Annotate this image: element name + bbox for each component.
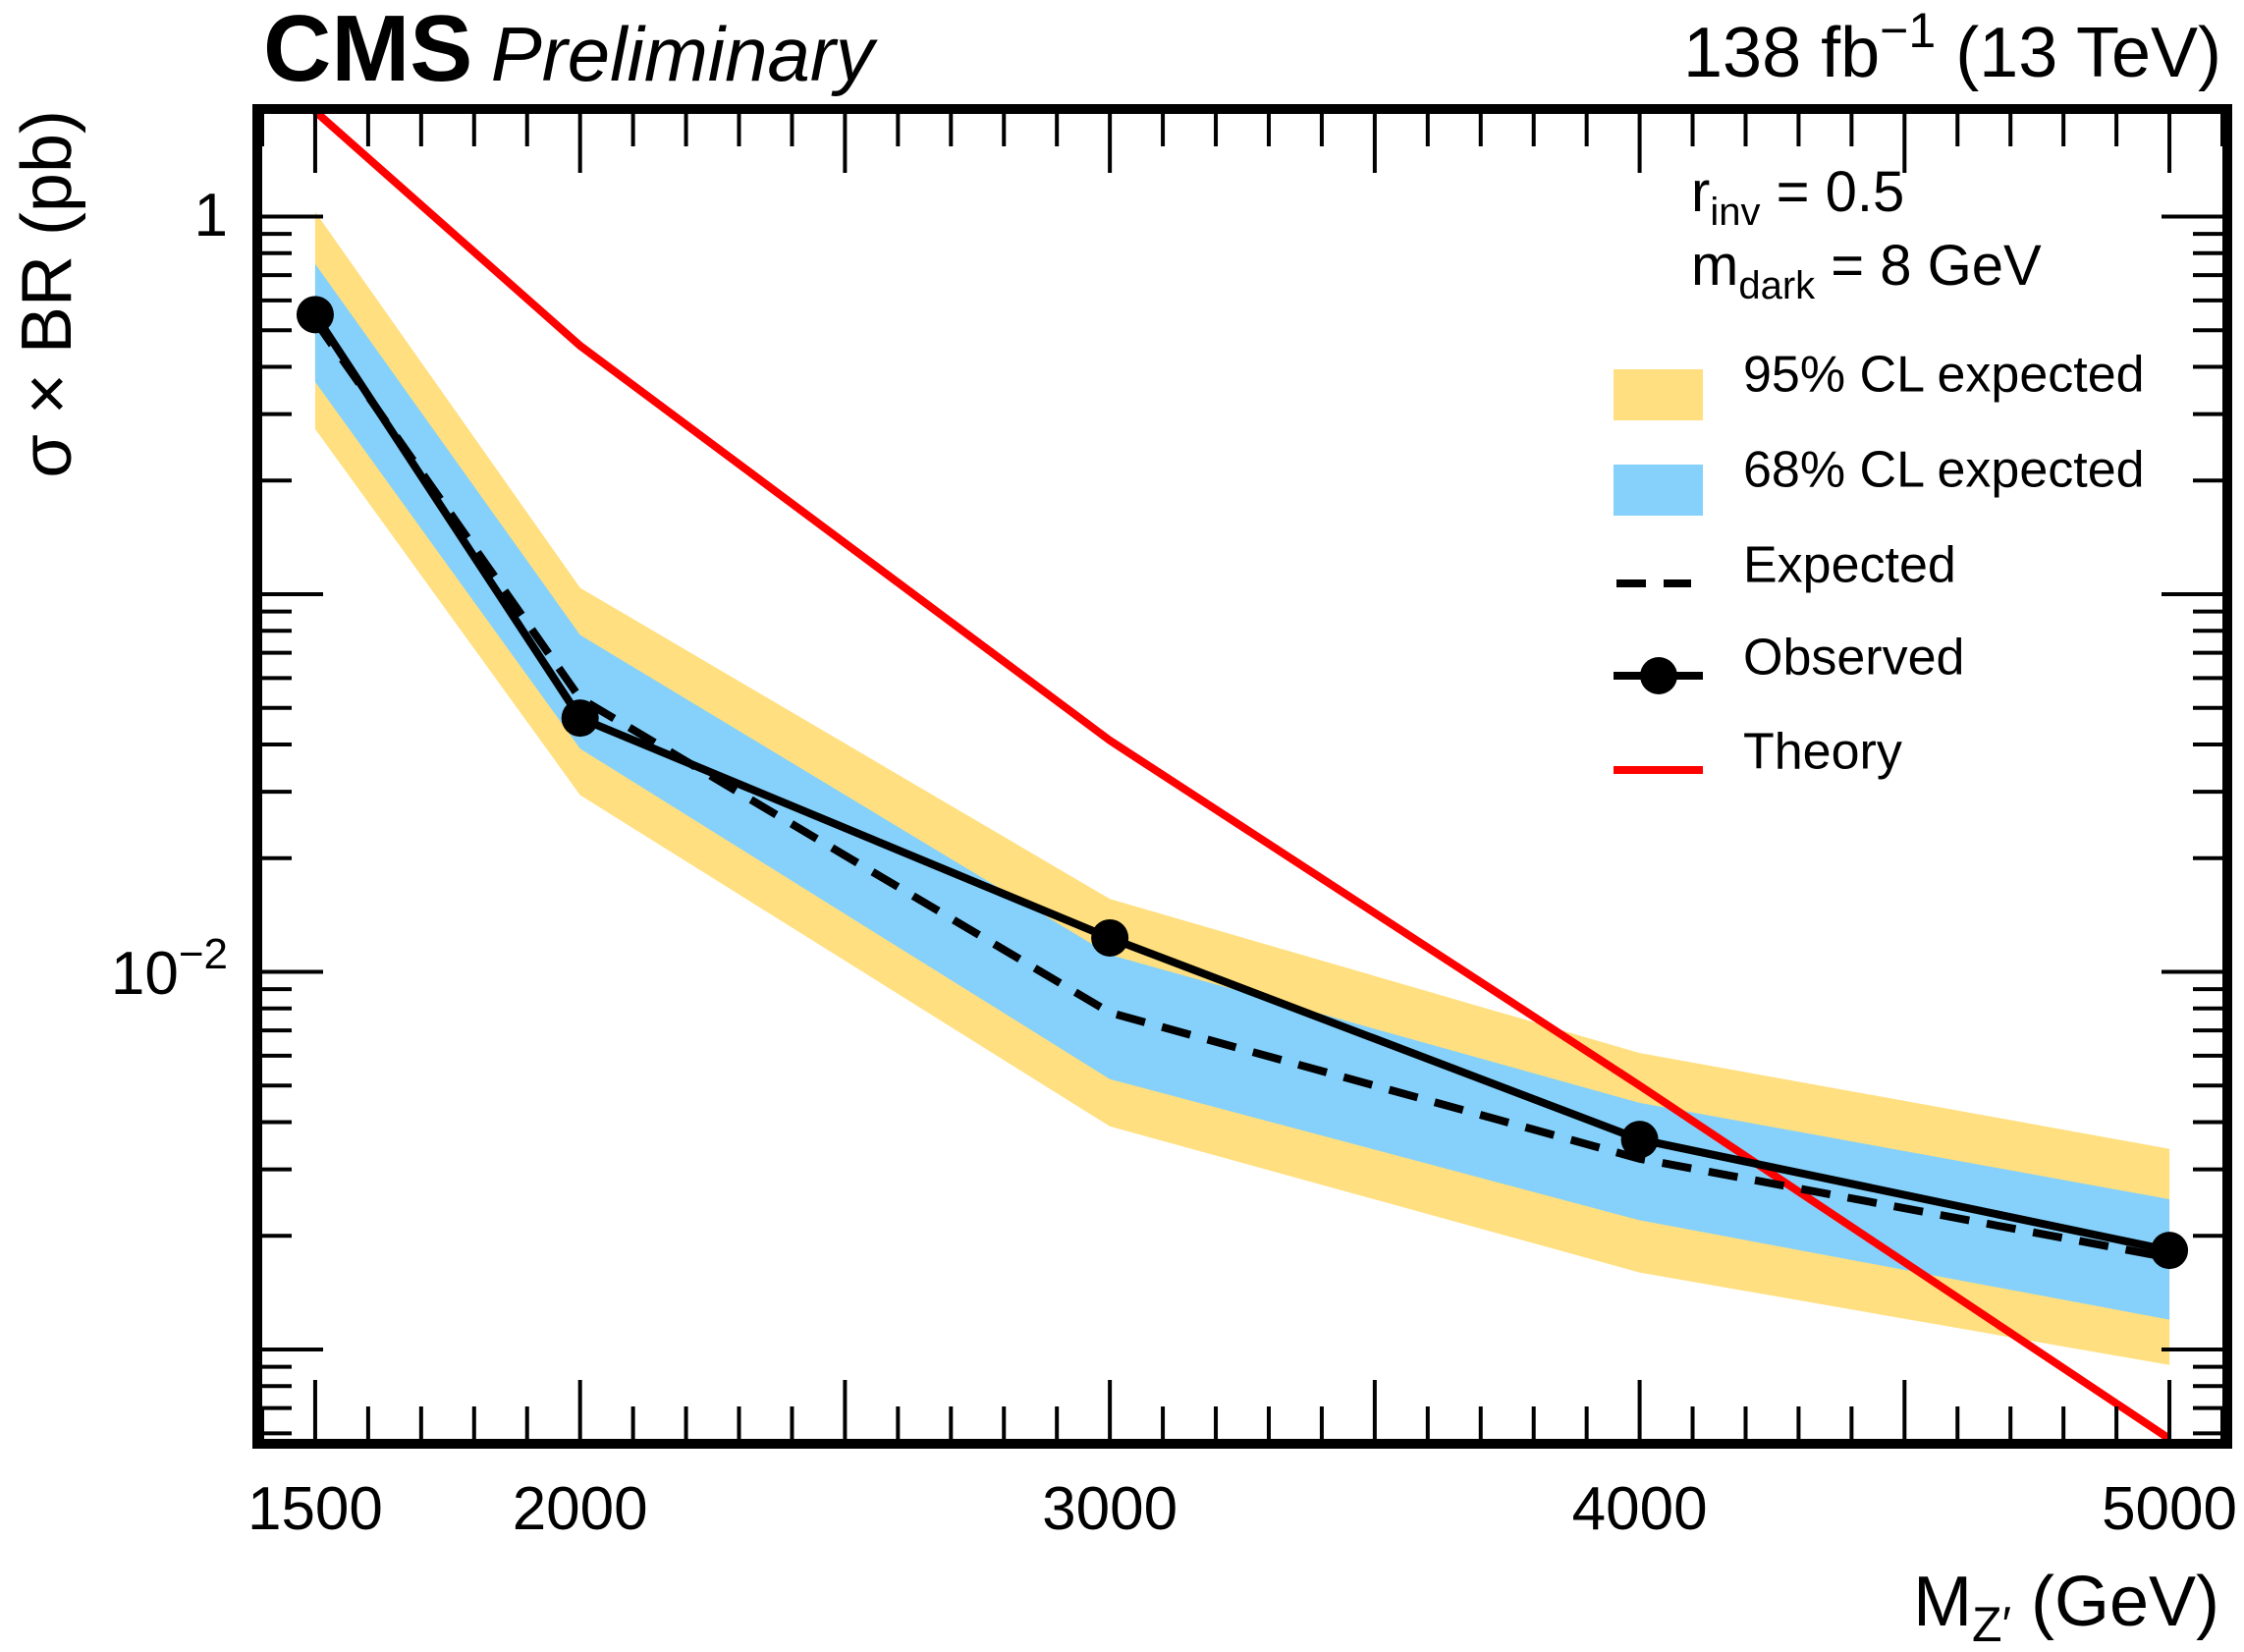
annotation-mdark: mdark = 8 GeV bbox=[1691, 234, 2042, 307]
legend-label-68: 68% CL expected bbox=[1743, 442, 2145, 499]
preliminary-label: Preliminary bbox=[491, 11, 878, 97]
band-95-expected bbox=[314, 211, 2170, 1365]
legend-label-observed: Observed bbox=[1743, 630, 1964, 687]
legend: 95% CL expected 68% CL expected Expected… bbox=[1614, 347, 2145, 781]
y-tick-label-1e-2: 10−2 bbox=[111, 930, 228, 1008]
x-tick-label: 1500 bbox=[247, 1475, 383, 1543]
legend-swatch-68 bbox=[1614, 465, 1703, 516]
lumi-label: 138 fb−1 (13 TeV) bbox=[1683, 3, 2221, 92]
cms-label: CMS bbox=[263, 0, 472, 101]
x-tick-label: 3000 bbox=[1042, 1475, 1177, 1543]
observed-point bbox=[296, 296, 334, 334]
y-tick-label-1: 1 bbox=[194, 182, 228, 249]
x-tick-labels: 1500 2000 3000 4000 5000 bbox=[247, 1475, 2237, 1543]
legend-swatch-95 bbox=[1614, 369, 1703, 420]
annotation-rinv: rinv = 0.5 bbox=[1691, 160, 1904, 234]
expected-line bbox=[311, 318, 2170, 1262]
observed-point bbox=[1091, 918, 1129, 957]
observed-markers bbox=[296, 296, 2189, 1270]
theory-line bbox=[312, 114, 2172, 1439]
legend-label-95: 95% CL expected bbox=[1743, 347, 2145, 404]
lumi-value: 138 fb bbox=[1683, 14, 1880, 92]
x-axis-title: MZ′ (GeV) bbox=[1913, 1563, 2219, 1652]
x-tick-label: 2000 bbox=[513, 1475, 648, 1543]
legend-label-expected: Expected bbox=[1743, 537, 1956, 594]
energy-label: (13 TeV) bbox=[1936, 14, 2221, 92]
cms-header: CMS Preliminary bbox=[263, 0, 878, 101]
observed-point bbox=[2151, 1232, 2189, 1270]
x-tick-label: 4000 bbox=[1572, 1475, 1708, 1543]
legend-label-theory: Theory bbox=[1743, 724, 1902, 781]
y-axis-title: σ × BR (pb) bbox=[8, 110, 86, 478]
plot-area bbox=[296, 114, 2189, 1439]
observed-point bbox=[561, 699, 599, 738]
observed-point bbox=[1620, 1121, 1659, 1159]
lumi-exponent: −1 bbox=[1880, 3, 1936, 58]
x-tick-label: 5000 bbox=[2102, 1475, 2237, 1543]
legend-marker-observed bbox=[1640, 657, 1677, 694]
plot-frame bbox=[252, 104, 2232, 1449]
